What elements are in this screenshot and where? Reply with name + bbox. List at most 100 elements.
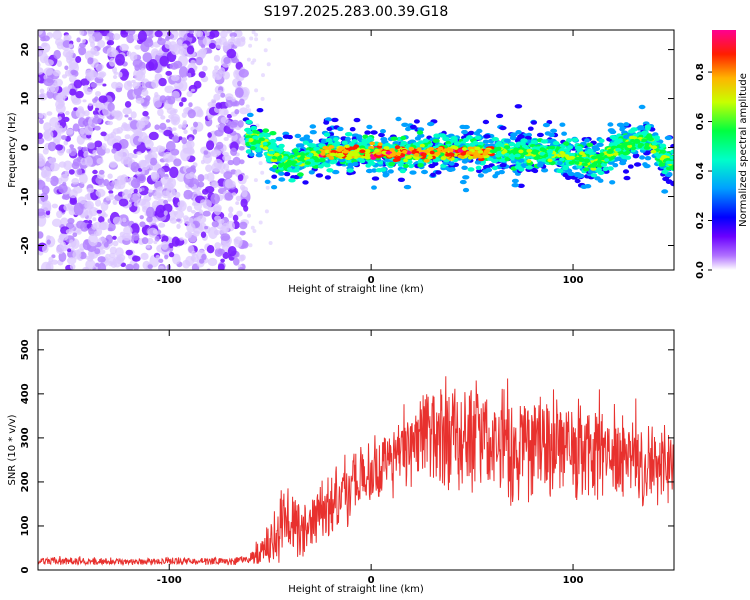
spectrogram-cell — [98, 179, 103, 186]
spectrogram-frame — [37, 29, 675, 271]
spectrogram-cell — [148, 131, 159, 141]
spectrogram-cell — [139, 221, 146, 228]
spectrogram-cell — [371, 176, 380, 181]
spectrogram-cell — [58, 161, 67, 168]
spectrogram-cell — [125, 30, 130, 33]
spectrogram-cell — [450, 136, 458, 141]
spectrogram-cell — [141, 237, 149, 245]
spectrogram-cell — [124, 134, 131, 140]
spectrogram-cell — [92, 101, 98, 107]
spectrogram-cell — [592, 146, 601, 152]
snr-ticks: -100 0 100 0 100 200 300 400 500 — [20, 330, 674, 586]
spectrogram-cell — [231, 119, 239, 126]
spectrogram-cell — [78, 46, 87, 56]
spectrogram-cell — [369, 141, 376, 146]
spectrogram-cell — [254, 37, 259, 42]
spectrogram-cell — [612, 163, 619, 168]
spectrogram-cell — [139, 215, 144, 220]
spectrogram-cell — [66, 128, 74, 135]
spectrogram-cell — [215, 141, 224, 150]
spectrogram-cell — [615, 147, 622, 152]
spectrogram-cell — [235, 239, 241, 244]
spectrogram-cell — [228, 206, 234, 213]
spectrogram-cell — [370, 130, 378, 135]
spectrogram-cell — [55, 103, 66, 114]
spectrogram-cell — [511, 178, 519, 184]
spectrogram-cell — [622, 151, 630, 156]
spectrogram-cell — [182, 120, 187, 125]
spectrogram-cell — [165, 186, 176, 198]
spectrogram-cell — [288, 178, 296, 183]
spectrogram-cell — [112, 235, 117, 240]
spectrogram-cell — [318, 158, 326, 163]
spectrogram-cell — [433, 157, 441, 162]
spectrogram-cell — [405, 126, 411, 132]
colorbar-gradient — [712, 30, 736, 270]
spectrogram-cell — [245, 149, 252, 154]
spectrogram-cell — [226, 30, 233, 34]
spectrogram-cell — [536, 132, 544, 138]
spectrogram-cell — [239, 221, 248, 230]
spectrogram-cell — [514, 153, 521, 158]
spectrogram-cell — [171, 127, 177, 131]
spectrogram-cell — [440, 156, 447, 161]
spectrogram-cell — [84, 88, 93, 95]
snr-plot-area — [38, 330, 674, 570]
spectrogram-cell — [252, 135, 259, 140]
spectrogram-cell — [293, 167, 300, 173]
spectrogram-cell — [462, 175, 470, 180]
spectrogram-cell — [116, 254, 126, 262]
spectrogram-cell — [211, 181, 219, 188]
spectrogram-cell — [56, 244, 65, 255]
spectrogram-cell — [258, 137, 265, 142]
spectrogram-cell — [154, 91, 159, 98]
spectrogram-cell — [101, 143, 107, 150]
spectrogram-cell — [202, 210, 211, 217]
spectrogram-cell — [108, 190, 114, 194]
spectrogram-cell — [637, 143, 645, 147]
spectrogram-cell — [169, 217, 178, 224]
spectrogram-cell — [228, 212, 233, 218]
spectrogram-cell — [499, 163, 507, 168]
spectrogram-cell — [511, 183, 520, 188]
spectrogram-cell — [567, 171, 575, 177]
spectrogram-cell — [200, 199, 207, 206]
spectrogram-cell — [592, 162, 598, 166]
spectrogram-cell — [220, 116, 229, 124]
spectrogram-cell — [533, 156, 539, 161]
spectrogram-cell — [574, 156, 581, 161]
spectrogram-cell — [604, 158, 610, 162]
spectrogram-cell — [57, 116, 62, 121]
spectrogram-cell — [537, 163, 544, 168]
spectrogram-cell — [168, 251, 175, 258]
spectrogram-cell — [377, 142, 383, 147]
spectrogram-cell — [79, 128, 86, 135]
spectrogram-cell — [241, 189, 248, 198]
spectrogram-cell — [134, 44, 141, 50]
spectrogram-cell — [416, 130, 424, 135]
spectrogram-cell — [142, 52, 153, 63]
spectrogram-cell — [38, 208, 45, 217]
spectrogram-cell — [56, 41, 65, 50]
spectrogram-cell — [179, 101, 184, 107]
spectrogram-cell — [179, 237, 184, 241]
spectrogram-cell — [46, 111, 53, 116]
spectrogram-cell — [390, 136, 399, 141]
spectrogram-cell — [467, 167, 475, 172]
spectrogram-cell — [193, 230, 200, 237]
spectrogram-cell — [38, 132, 43, 139]
spectrogram-cell — [250, 225, 255, 230]
spectrogram-cell — [76, 220, 86, 229]
spectrogram-cell — [191, 210, 196, 214]
spectrogram-cell — [163, 129, 173, 137]
spectrogram-cell — [489, 149, 497, 154]
spectrogram-cell — [278, 143, 285, 149]
spectrogram-cell — [215, 41, 222, 49]
spectrogram-cell — [628, 135, 636, 140]
spectrogram-cell — [353, 117, 361, 123]
spectrogram-cell — [437, 146, 444, 151]
spectrogram-cell — [435, 170, 442, 175]
spectrogram-cell — [156, 145, 164, 153]
